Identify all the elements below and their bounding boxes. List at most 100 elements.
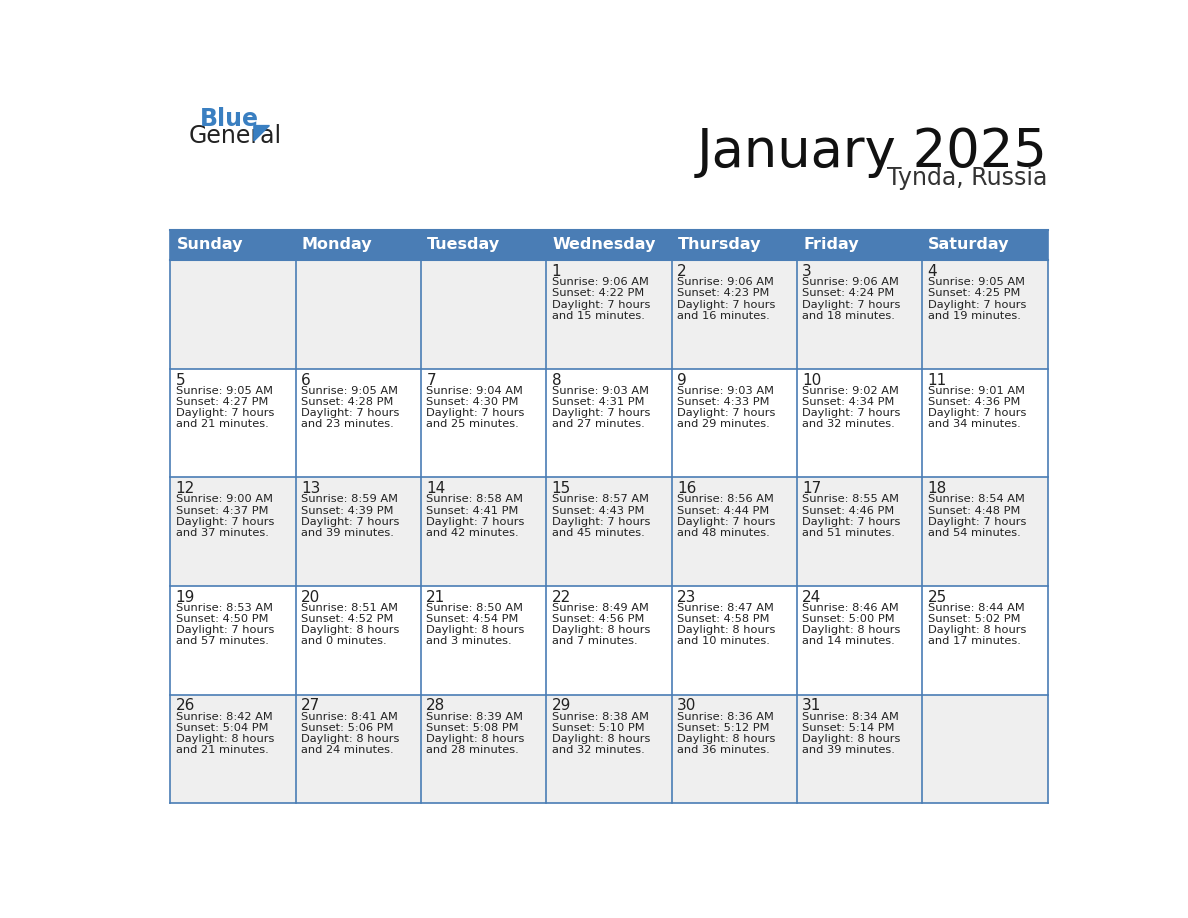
Text: and 0 minutes.: and 0 minutes. (301, 636, 386, 646)
Bar (671, 695, 797, 803)
Text: Daylight: 7 hours: Daylight: 7 hours (551, 299, 650, 309)
Text: and 29 minutes.: and 29 minutes. (677, 420, 770, 430)
Text: Thursday: Thursday (677, 238, 762, 252)
Bar (546, 586, 671, 695)
Text: 14: 14 (426, 481, 446, 497)
Text: Sunrise: 9:03 AM: Sunrise: 9:03 AM (677, 386, 773, 396)
Text: Sunrise: 8:46 AM: Sunrise: 8:46 AM (802, 603, 899, 613)
Text: 24: 24 (802, 590, 822, 605)
Text: 15: 15 (551, 481, 571, 497)
Text: Daylight: 7 hours: Daylight: 7 hours (802, 517, 901, 527)
Text: Sunrise: 8:41 AM: Sunrise: 8:41 AM (301, 711, 398, 722)
Text: and 36 minutes.: and 36 minutes. (677, 745, 770, 755)
Text: Sunrise: 8:54 AM: Sunrise: 8:54 AM (928, 495, 1024, 504)
Text: Daylight: 8 hours: Daylight: 8 hours (426, 625, 525, 635)
Text: Sunrise: 8:42 AM: Sunrise: 8:42 AM (176, 711, 272, 722)
Text: Sunrise: 9:05 AM: Sunrise: 9:05 AM (928, 277, 1024, 287)
Text: Sunrise: 8:34 AM: Sunrise: 8:34 AM (802, 711, 899, 722)
Bar (421, 369, 546, 477)
Text: Sunset: 4:30 PM: Sunset: 4:30 PM (426, 397, 519, 407)
Text: 23: 23 (677, 590, 696, 605)
Text: 25: 25 (928, 590, 947, 605)
Text: Sunset: 4:23 PM: Sunset: 4:23 PM (677, 288, 770, 298)
Text: Sunrise: 8:44 AM: Sunrise: 8:44 AM (928, 603, 1024, 613)
Text: Sunrise: 9:06 AM: Sunrise: 9:06 AM (677, 277, 773, 287)
Text: and 28 minutes.: and 28 minutes. (426, 745, 519, 755)
Bar (170, 695, 296, 803)
Text: and 32 minutes.: and 32 minutes. (802, 420, 895, 430)
Bar (797, 586, 922, 695)
Bar (296, 477, 421, 586)
Text: and 16 minutes.: and 16 minutes. (677, 311, 770, 320)
Text: Sunset: 5:12 PM: Sunset: 5:12 PM (677, 722, 770, 733)
Text: 1: 1 (551, 264, 561, 279)
Text: Sunset: 5:06 PM: Sunset: 5:06 PM (301, 722, 393, 733)
Bar (170, 230, 1048, 261)
Text: Daylight: 8 hours: Daylight: 8 hours (677, 733, 776, 744)
Text: Sunrise: 9:05 AM: Sunrise: 9:05 AM (176, 386, 272, 396)
Text: Sunrise: 9:06 AM: Sunrise: 9:06 AM (551, 277, 649, 287)
Text: 10: 10 (802, 373, 822, 387)
Text: Sunset: 4:41 PM: Sunset: 4:41 PM (426, 506, 519, 516)
Polygon shape (254, 126, 270, 141)
Text: Sunday: Sunday (176, 238, 242, 252)
Text: 31: 31 (802, 699, 822, 713)
Text: Daylight: 8 hours: Daylight: 8 hours (551, 733, 650, 744)
Text: 3: 3 (802, 264, 813, 279)
Text: Sunset: 5:02 PM: Sunset: 5:02 PM (928, 614, 1020, 624)
Text: and 39 minutes.: and 39 minutes. (301, 528, 394, 538)
Text: Daylight: 8 hours: Daylight: 8 hours (301, 733, 399, 744)
Text: Sunset: 4:36 PM: Sunset: 4:36 PM (928, 397, 1020, 407)
Text: Daylight: 8 hours: Daylight: 8 hours (928, 625, 1026, 635)
Text: Sunset: 5:00 PM: Sunset: 5:00 PM (802, 614, 895, 624)
Text: Tuesday: Tuesday (426, 238, 500, 252)
Text: Daylight: 7 hours: Daylight: 7 hours (677, 409, 776, 419)
Bar (421, 261, 546, 369)
Text: 7: 7 (426, 373, 436, 387)
Text: Daylight: 7 hours: Daylight: 7 hours (426, 409, 525, 419)
Bar (546, 477, 671, 586)
Text: Sunset: 4:34 PM: Sunset: 4:34 PM (802, 397, 895, 407)
Text: and 17 minutes.: and 17 minutes. (928, 636, 1020, 646)
Text: Sunrise: 8:53 AM: Sunrise: 8:53 AM (176, 603, 272, 613)
Text: Sunset: 4:43 PM: Sunset: 4:43 PM (551, 506, 644, 516)
Bar (546, 369, 671, 477)
Text: Daylight: 7 hours: Daylight: 7 hours (176, 409, 274, 419)
Text: 8: 8 (551, 373, 561, 387)
Text: and 3 minutes.: and 3 minutes. (426, 636, 512, 646)
Text: and 32 minutes.: and 32 minutes. (551, 745, 644, 755)
Bar (671, 369, 797, 477)
Text: Sunset: 5:04 PM: Sunset: 5:04 PM (176, 722, 268, 733)
Bar (797, 369, 922, 477)
Text: Sunrise: 9:05 AM: Sunrise: 9:05 AM (301, 386, 398, 396)
Bar (922, 695, 1048, 803)
Text: Sunrise: 8:58 AM: Sunrise: 8:58 AM (426, 495, 523, 504)
Bar (170, 586, 296, 695)
Text: Sunrise: 8:55 AM: Sunrise: 8:55 AM (802, 495, 899, 504)
Bar (170, 369, 296, 477)
Text: Daylight: 7 hours: Daylight: 7 hours (928, 409, 1026, 419)
Text: Sunset: 4:24 PM: Sunset: 4:24 PM (802, 288, 895, 298)
Text: Daylight: 7 hours: Daylight: 7 hours (301, 517, 399, 527)
Text: Daylight: 7 hours: Daylight: 7 hours (176, 517, 274, 527)
Text: and 14 minutes.: and 14 minutes. (802, 636, 895, 646)
Text: Sunrise: 8:57 AM: Sunrise: 8:57 AM (551, 495, 649, 504)
Bar (922, 261, 1048, 369)
Text: Sunrise: 9:01 AM: Sunrise: 9:01 AM (928, 386, 1024, 396)
Bar (170, 261, 296, 369)
Text: Daylight: 7 hours: Daylight: 7 hours (802, 299, 901, 309)
Text: 11: 11 (928, 373, 947, 387)
Text: and 51 minutes.: and 51 minutes. (802, 528, 895, 538)
Bar (421, 586, 546, 695)
Text: Sunset: 4:56 PM: Sunset: 4:56 PM (551, 614, 644, 624)
Text: Sunrise: 8:51 AM: Sunrise: 8:51 AM (301, 603, 398, 613)
Text: Sunset: 4:33 PM: Sunset: 4:33 PM (677, 397, 770, 407)
Text: Sunset: 4:48 PM: Sunset: 4:48 PM (928, 506, 1020, 516)
Text: and 15 minutes.: and 15 minutes. (551, 311, 644, 320)
Text: Sunrise: 8:39 AM: Sunrise: 8:39 AM (426, 711, 523, 722)
Text: Daylight: 8 hours: Daylight: 8 hours (551, 625, 650, 635)
Text: and 39 minutes.: and 39 minutes. (802, 745, 895, 755)
Text: Saturday: Saturday (928, 238, 1010, 252)
Text: Sunrise: 9:06 AM: Sunrise: 9:06 AM (802, 277, 899, 287)
Text: Wednesday: Wednesday (552, 238, 656, 252)
